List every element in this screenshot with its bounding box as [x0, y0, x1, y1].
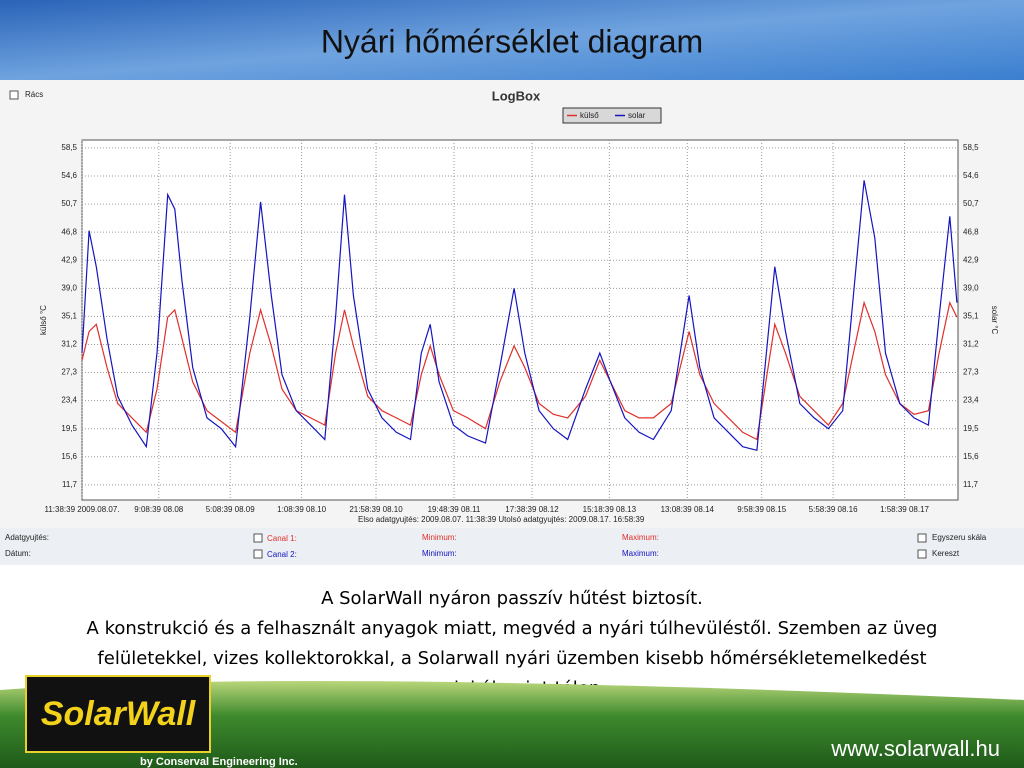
y-tick-label: 42,9: [61, 255, 77, 264]
checkbox: [917, 533, 927, 543]
logo: SolarWall: [41, 695, 197, 733]
company: by Conserval Engineering Inc.: [140, 756, 298, 768]
panel-label: Dátum:: [5, 549, 31, 558]
info-line: Elso adatgyujtés: 2009.08.07. 11:38:39 U…: [358, 515, 645, 524]
panel-label: Kereszt: [932, 549, 960, 558]
legend-label: külső: [580, 111, 599, 120]
canal-label: Canal 1:: [267, 534, 297, 543]
panel-label: Adatgyujtés:: [5, 533, 49, 542]
footer: [0, 681, 1024, 768]
y-tick-label: 39,0: [61, 283, 77, 292]
y-tick-label: 46,8: [61, 227, 77, 236]
panel: [0, 528, 1024, 565]
url: www.solarwall.hu: [830, 736, 1000, 761]
checkbox: [253, 549, 263, 559]
panel-label: Egyszeru skála: [932, 533, 987, 542]
y2-tick-label: 50,7: [963, 199, 979, 208]
y-tick-label: 15,6: [61, 452, 77, 461]
header: [0, 0, 1024, 80]
y-axis-label: külső °C: [39, 305, 48, 335]
body-text: felületekkel, vizes kollektorokkal, a So…: [97, 648, 926, 669]
x-tick-label: 17:38:39 08.12: [505, 505, 559, 514]
body-text: A SolarWall nyáron passzív hűtést biztos…: [321, 588, 703, 609]
x-tick-label: 9:58:39 08.15: [737, 505, 786, 514]
checkbox: [253, 533, 263, 543]
x-tick-label: 15:18:39 08.13: [583, 505, 637, 514]
y2-tick-label: 46,8: [963, 227, 979, 236]
x-tick-label: 1:08:39 08.10: [277, 505, 326, 514]
x-tick-label: 1:58:39 08.17: [880, 505, 929, 514]
x-tick-label: 5:08:39 08.09: [206, 505, 255, 514]
y-tick-label: 31,2: [61, 340, 77, 349]
y2-tick-label: 27,3: [963, 368, 979, 377]
y2-tick-label: 39,0: [963, 283, 979, 292]
y-tick-label: 50,7: [61, 199, 77, 208]
y-tick-label: 54,6: [61, 171, 77, 180]
canal-label: Canal 2:: [267, 550, 297, 559]
y-tick-label: 58,5: [61, 143, 77, 152]
body-text: A konstrukció és a felhasznált anyagok m…: [87, 618, 938, 639]
y2-tick-label: 54,6: [963, 171, 979, 180]
x-tick-label: 5:58:39 08.16: [809, 505, 858, 514]
y2-tick-label: 42,9: [963, 255, 979, 264]
y-tick-label: 11,7: [62, 480, 78, 489]
y-tick-label: 19,5: [61, 424, 77, 433]
logo-box: [25, 675, 211, 753]
y2-tick-label: 23,4: [963, 396, 979, 405]
chart-title: LogBox: [492, 88, 541, 103]
x-tick-label: 11:38:39 2009.08.07.: [44, 505, 119, 514]
series-line: [81, 180, 958, 452]
y2-tick-label: 58,5: [963, 143, 979, 152]
y2-tick-label: 19,5: [963, 424, 979, 433]
checkbox: [9, 90, 19, 100]
x-tick-label: 9:08:39 08.08: [134, 505, 183, 514]
y2-tick-label: 15,6: [963, 452, 979, 461]
x-tick-label: 19:48:39 08.11: [428, 505, 481, 514]
panel-label: Minimum:: [422, 533, 457, 542]
y-tick-label: 35,1: [61, 312, 77, 321]
panel-label: Maximum:: [622, 549, 659, 558]
grid-option: Rács: [25, 90, 43, 99]
slide-title: Nyári hőmérséklet diagram: [321, 23, 703, 59]
series-line: [81, 300, 958, 441]
x-tick-label: 13:08:39 08.14: [661, 505, 715, 514]
y2-tick-label: 31,2: [963, 340, 979, 349]
y2-tick-label: 35,1: [963, 312, 979, 321]
panel-label: Maximum:: [622, 533, 659, 542]
y2-axis-label: solar °C: [990, 306, 999, 335]
panel-label: Minimum:: [422, 549, 457, 558]
legend: [562, 107, 662, 124]
y-tick-label: 27,3: [61, 368, 77, 377]
y2-tick-label: 11,7: [963, 480, 979, 489]
legend-label: solar: [628, 111, 646, 120]
x-tick-label: 21:58:39 08.10: [349, 505, 403, 514]
y-tick-label: 23,4: [61, 396, 77, 405]
checkbox: [917, 549, 927, 559]
plot-area: [81, 139, 959, 501]
